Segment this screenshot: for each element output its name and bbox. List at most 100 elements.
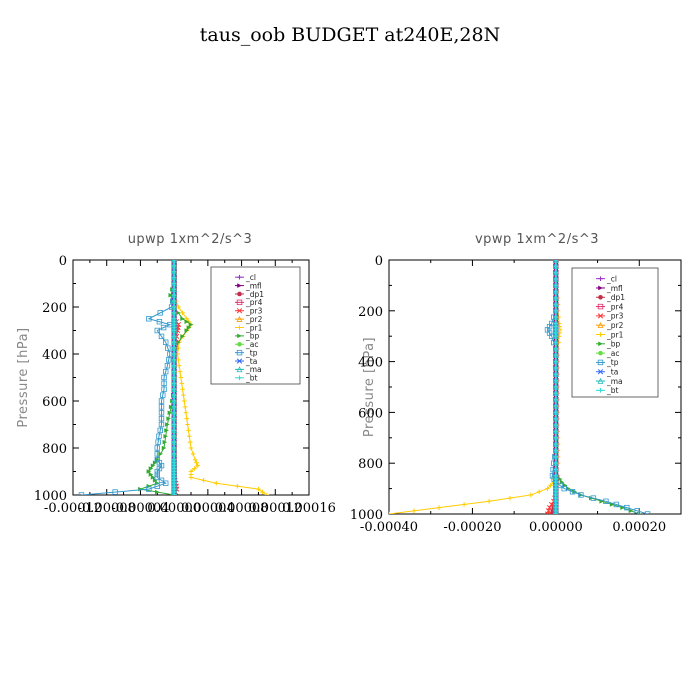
vpwp-legend-label-tp: _tp: [606, 358, 619, 367]
vpwp-point-tp: [603, 498, 609, 504]
upwp-point-bt: [171, 292, 177, 298]
upwp-legend-marker-mfl: [237, 283, 242, 288]
upwp-xtick-label: 0.00008: [215, 501, 269, 516]
upwp-point-tp: [154, 483, 160, 489]
upwp-legend-marker-tp: [236, 349, 243, 356]
upwp-point-bt: [171, 404, 177, 410]
vpwp-point-bt: [553, 295, 559, 301]
vpwp-point-bt: [553, 372, 559, 377]
vpwp-series-pr1: [389, 260, 561, 514]
upwp-legend-label-pr3: _pr3: [245, 307, 263, 316]
upwp-point-bt: [171, 386, 177, 392]
upwp-title: upwp 1xm^2/s^3: [128, 232, 253, 247]
upwp-legend-marker-pr4: [236, 299, 243, 306]
upwp-point-pr1: [181, 398, 187, 404]
upwp-point-tp: [158, 410, 165, 416]
vpwp-point-pr1: [461, 502, 467, 507]
upwp-point-bt: [171, 275, 177, 280]
vpwp-point-pr1: [389, 511, 392, 514]
upwp-point-bp: [186, 325, 192, 330]
upwp-point-bt: [171, 392, 177, 398]
vpwp-legend-label-mfl: _mfl: [606, 284, 623, 293]
vpwp-point-bt: [553, 454, 559, 460]
upwp-xtick-label: -0.00012: [44, 501, 102, 516]
upwp-legend-label-ma: _ma: [245, 365, 262, 374]
upwp-point-tp: [158, 415, 165, 422]
vpwp-point-bt: [553, 340, 559, 345]
upwp-series-tp: [81, 260, 175, 495]
upwp-legend-label-dp1: _dp1: [245, 290, 264, 299]
upwp-point-bp: [146, 483, 152, 489]
upwp-point-bt: [171, 445, 177, 451]
upwp-legend-box: [210, 266, 301, 385]
vpwp-point-bt: [553, 346, 559, 352]
figure-title: taus_oob BUDGET at240E,28N: [200, 24, 500, 46]
upwp-point-tp: [158, 421, 165, 428]
vpwp-legend-marker-pr1: [598, 332, 603, 337]
upwp-point-bt: [171, 375, 177, 380]
upwp-point-bt: [171, 263, 177, 269]
upwp-point-bt: [171, 363, 177, 369]
vpwp-xtick-label: 0.00000: [529, 520, 583, 535]
upwp-point-pr1: [188, 445, 194, 451]
upwp-point-bt: [171, 357, 177, 363]
upwp-point-bp: [152, 478, 158, 483]
upwp-point-tp: [163, 339, 169, 345]
upwp-point-pr1: [181, 392, 186, 398]
upwp-legend-marker-bp: [237, 333, 242, 339]
vpwp-point-pr1: [545, 486, 550, 491]
upwp-point-pr1: [178, 375, 184, 380]
upwp-point-bp: [176, 339, 181, 345]
upwp-legend-marker-ma: [236, 366, 243, 373]
vpwp-legend-marker-ta: [597, 369, 604, 375]
upwp-point-tp: [160, 392, 166, 398]
upwp-point-tp: [161, 380, 167, 387]
vpwp-point-bt: [553, 467, 559, 472]
vpwp-point-tp: [644, 511, 651, 514]
vpwp-point-tp: [561, 485, 567, 492]
upwp-point-bt: [171, 310, 177, 316]
upwp-point-tp: [154, 445, 160, 451]
upwp-point-pr1: [187, 433, 192, 439]
upwp-point-tp: [161, 386, 167, 392]
upwp-point-pr1: [260, 489, 265, 495]
vpwp-legend-label-bt: _bt: [606, 386, 619, 395]
upwp-point-tp: [158, 398, 165, 404]
upwp-legend-marker-dp1: [237, 291, 242, 297]
upwp-point-tp: [154, 327, 160, 334]
vpwp-point-bt: [553, 260, 559, 263]
vpwp-ylabel: Pressure [hPa]: [362, 337, 377, 437]
upwp-point-tp: [154, 471, 160, 478]
upwp-point-bt: [171, 369, 177, 374]
vpwp-xtick-label: 0.00020: [612, 520, 666, 535]
vpwp-legend-label-ma: _ma: [606, 377, 623, 386]
upwp-point-bt: [171, 281, 177, 286]
upwp-legend-label-pr4: _pr4: [245, 298, 263, 307]
vpwp-ytick-label: 200: [358, 305, 383, 320]
vpwp-point-bt: [553, 264, 559, 269]
upwp-point-bp: [162, 439, 168, 445]
upwp-point-bp: [148, 466, 154, 471]
upwp-point-pr1: [194, 460, 199, 465]
vpwp-legend-marker-bp: [598, 341, 603, 347]
upwp-legend-label-cl: _cl: [245, 273, 256, 282]
vpwp-ytick-label: 1000: [350, 508, 383, 523]
upwp-point-bp: [161, 445, 167, 451]
vpwp-legend-label-pr4: _pr4: [606, 302, 624, 311]
upwp-point-pr1: [192, 466, 197, 471]
vpwp-point-pr1: [548, 483, 553, 488]
upwp-point-bt: [171, 410, 177, 416]
upwp-legend-marker-pr2: [236, 315, 243, 322]
upwp-legend-label-ac: _ac: [245, 340, 258, 349]
vpwp-point-bt: [553, 270, 559, 275]
upwp-point-bt: [171, 298, 177, 304]
upwp-legend-marker-ta: [236, 358, 243, 364]
vpwp-legend-marker-tp: [597, 359, 604, 366]
vpwp-ytick-label: 800: [358, 457, 383, 472]
upwp-point-tp: [158, 333, 165, 340]
vpwp-legend-marker-pr4: [597, 303, 604, 310]
upwp-point-tp: [163, 480, 169, 486]
vpwp-ytick-label: 400: [358, 356, 383, 371]
vpwp-point-pr1: [507, 495, 513, 501]
